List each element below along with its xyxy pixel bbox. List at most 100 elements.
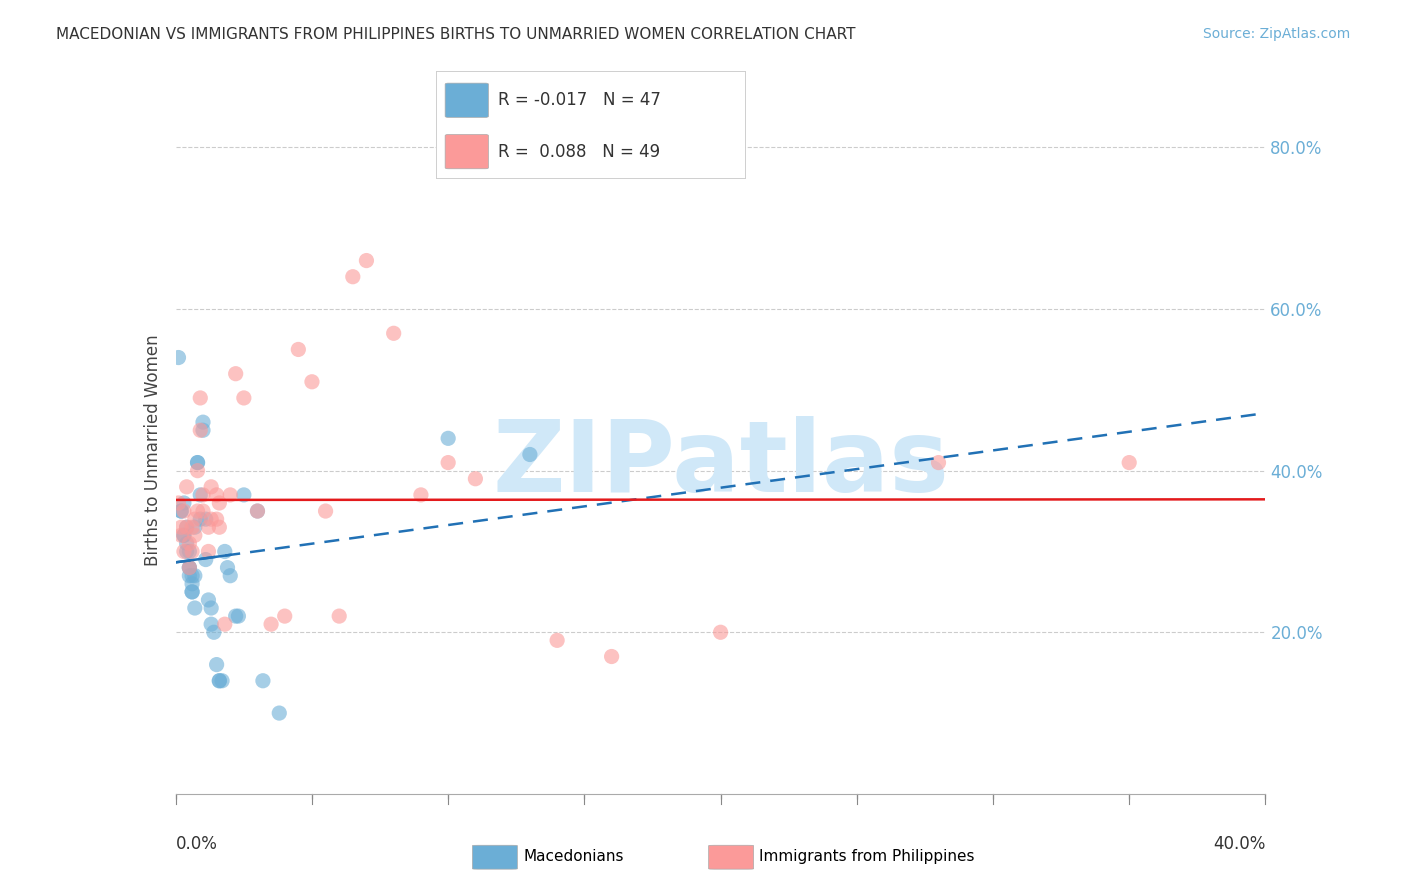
Point [252, 673, 274, 688]
Point [232, 488, 254, 502]
Point [170, 504, 193, 518]
Point [287, 343, 309, 357]
Point [225, 367, 247, 381]
Text: 0.0%: 0.0% [176, 835, 218, 853]
Point [202, 625, 225, 640]
Point [260, 617, 283, 632]
Point [186, 456, 209, 470]
Point [214, 617, 236, 632]
Point [173, 528, 195, 542]
Point [1118, 456, 1140, 470]
Y-axis label: Births to Unmarried Women: Births to Unmarried Women [143, 334, 162, 566]
Point [194, 512, 217, 526]
Text: MACEDONIAN VS IMMIGRANTS FROM PHILIPPINES BIRTHS TO UNMARRIED WOMEN CORRELATION : MACEDONIAN VS IMMIGRANTS FROM PHILIPPINE… [56, 27, 856, 42]
Point [211, 673, 233, 688]
Point [246, 504, 269, 518]
Point [179, 544, 201, 558]
Point [176, 480, 198, 494]
Point [269, 706, 291, 720]
Point [205, 657, 228, 672]
Point [181, 544, 204, 558]
Point [205, 512, 228, 526]
Point [200, 617, 222, 632]
FancyBboxPatch shape [472, 846, 517, 869]
Point [167, 496, 190, 510]
Point [181, 568, 204, 582]
Point [200, 512, 222, 526]
Point [173, 544, 195, 558]
Point [184, 512, 207, 526]
Point [188, 391, 211, 405]
Point [167, 351, 190, 365]
Point [315, 504, 337, 518]
Point [181, 585, 204, 599]
Point [301, 375, 323, 389]
Point [219, 568, 242, 582]
Point [519, 448, 541, 462]
FancyBboxPatch shape [446, 135, 488, 169]
Point [382, 326, 405, 341]
Point [179, 536, 201, 550]
FancyBboxPatch shape [446, 83, 488, 118]
Point [176, 520, 198, 534]
Point [179, 560, 201, 574]
Point [179, 560, 201, 574]
Point [437, 456, 460, 470]
Point [184, 520, 207, 534]
Point [186, 504, 209, 518]
Point [181, 576, 204, 591]
Point [191, 488, 214, 502]
Point [200, 480, 222, 494]
Point [188, 512, 211, 526]
Point [184, 568, 207, 582]
Text: R = -0.017   N = 47: R = -0.017 N = 47 [498, 91, 661, 109]
Point [342, 269, 364, 284]
Point [186, 464, 209, 478]
FancyBboxPatch shape [709, 846, 754, 869]
Text: Immigrants from Philippines: Immigrants from Philippines [759, 849, 974, 863]
Point [188, 423, 211, 437]
Point [170, 520, 193, 534]
Point [464, 472, 486, 486]
Point [170, 528, 193, 542]
Point [176, 544, 198, 558]
Point [205, 488, 228, 502]
Point [173, 496, 195, 510]
Point [228, 609, 250, 624]
Point [274, 609, 297, 624]
Point [219, 488, 242, 502]
Point [173, 528, 195, 542]
Text: Macedonians: Macedonians [523, 849, 623, 863]
Point [214, 544, 236, 558]
Point [188, 488, 211, 502]
Point [184, 528, 207, 542]
Point [179, 560, 201, 574]
Point [191, 415, 214, 429]
Point [208, 673, 231, 688]
Point [191, 504, 214, 518]
Point [546, 633, 568, 648]
Point [197, 544, 219, 558]
Point [437, 431, 460, 445]
Point [197, 593, 219, 607]
Point [600, 649, 623, 664]
Point [208, 520, 231, 534]
Text: 40.0%: 40.0% [1213, 835, 1265, 853]
Point [176, 520, 198, 534]
Point [181, 585, 204, 599]
Point [710, 625, 733, 640]
Point [356, 253, 378, 268]
Point [179, 568, 201, 582]
Point [217, 560, 239, 574]
Text: R =  0.088   N = 49: R = 0.088 N = 49 [498, 143, 659, 161]
Text: Source: ZipAtlas.com: Source: ZipAtlas.com [1202, 27, 1350, 41]
Point [225, 609, 247, 624]
Point [928, 456, 950, 470]
Point [184, 601, 207, 615]
Point [173, 504, 195, 518]
Point [181, 520, 204, 534]
Point [186, 456, 209, 470]
Point [208, 673, 231, 688]
Point [208, 496, 231, 510]
Point [170, 504, 193, 518]
